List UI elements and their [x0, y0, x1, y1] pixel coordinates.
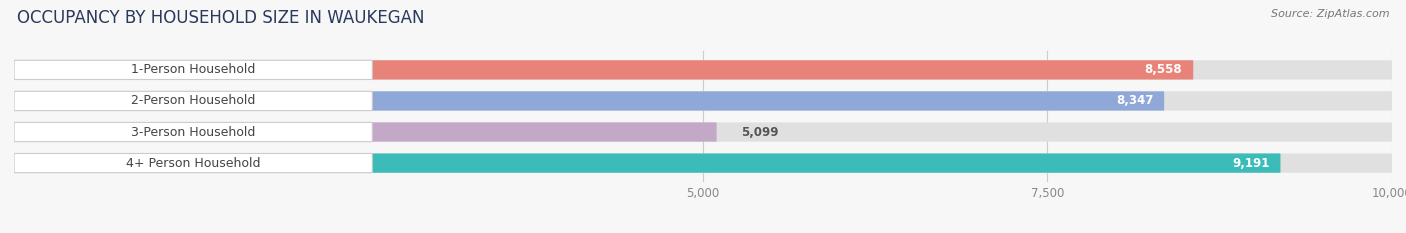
FancyBboxPatch shape: [14, 154, 1281, 173]
FancyBboxPatch shape: [14, 122, 373, 142]
Text: 8,347: 8,347: [1116, 94, 1153, 107]
FancyBboxPatch shape: [14, 91, 1164, 111]
Text: 5,099: 5,099: [741, 126, 779, 139]
FancyBboxPatch shape: [14, 60, 1392, 79]
FancyBboxPatch shape: [14, 60, 1194, 79]
FancyBboxPatch shape: [14, 91, 373, 111]
FancyBboxPatch shape: [14, 60, 373, 79]
Text: Source: ZipAtlas.com: Source: ZipAtlas.com: [1271, 9, 1389, 19]
FancyBboxPatch shape: [14, 122, 1392, 142]
Text: 4+ Person Household: 4+ Person Household: [127, 157, 260, 170]
Text: 2-Person Household: 2-Person Household: [131, 94, 256, 107]
Text: 3-Person Household: 3-Person Household: [131, 126, 256, 139]
FancyBboxPatch shape: [14, 91, 1392, 111]
FancyBboxPatch shape: [14, 122, 717, 142]
Text: 8,558: 8,558: [1144, 63, 1182, 76]
Text: 9,191: 9,191: [1232, 157, 1270, 170]
Text: OCCUPANCY BY HOUSEHOLD SIZE IN WAUKEGAN: OCCUPANCY BY HOUSEHOLD SIZE IN WAUKEGAN: [17, 9, 425, 27]
FancyBboxPatch shape: [14, 154, 1392, 173]
Text: 1-Person Household: 1-Person Household: [131, 63, 256, 76]
FancyBboxPatch shape: [14, 154, 373, 173]
